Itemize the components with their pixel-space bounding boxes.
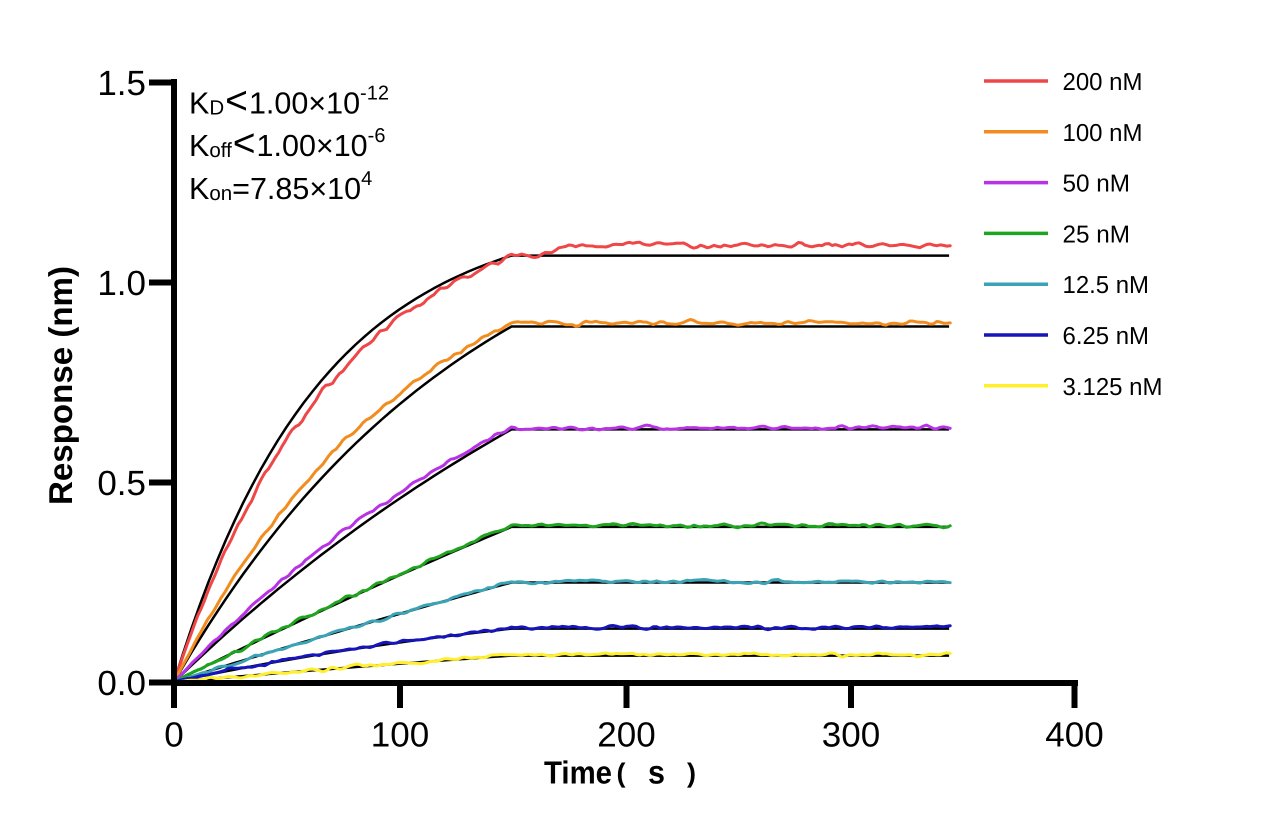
svg-text:400: 400 [1045, 716, 1103, 755]
svg-text:1.5: 1.5 [97, 64, 146, 103]
svg-text:50 nM: 50 nM [1063, 171, 1131, 198]
svg-text:3.125 nM: 3.125 nM [1063, 374, 1163, 401]
svg-text:Koff<1.00×10-6: Koff<1.00×10-6 [189, 122, 385, 165]
svg-text:300: 300 [822, 716, 880, 755]
svg-text:Response (nm): Response (nm) [42, 266, 79, 505]
svg-text:0.0: 0.0 [97, 664, 146, 703]
svg-text:(: ( [617, 758, 626, 788]
svg-text:Time: Time [544, 755, 612, 791]
svg-text:): ) [687, 758, 696, 788]
svg-text:1.0: 1.0 [97, 264, 146, 303]
svg-text:12.5 nM: 12.5 nM [1063, 272, 1150, 299]
svg-text:100 nM: 100 nM [1063, 120, 1143, 147]
svg-text:200 nM: 200 nM [1063, 69, 1143, 96]
svg-text:0.5: 0.5 [97, 464, 146, 503]
svg-text:25 nM: 25 nM [1063, 221, 1131, 248]
svg-text:Kon=7.85×104: Kon=7.85×104 [189, 168, 372, 206]
svg-text:s: s [648, 754, 665, 791]
svg-text:0: 0 [164, 716, 183, 755]
svg-text:6.25 nM: 6.25 nM [1063, 323, 1150, 350]
svg-text:100: 100 [371, 716, 429, 755]
svg-text:200: 200 [597, 716, 655, 755]
